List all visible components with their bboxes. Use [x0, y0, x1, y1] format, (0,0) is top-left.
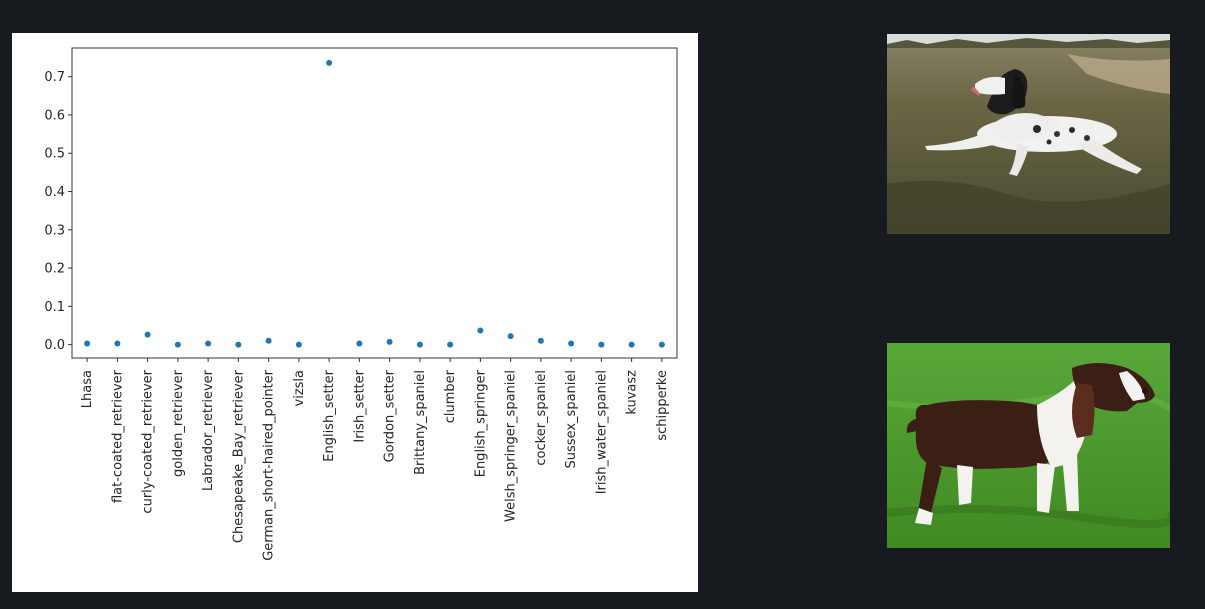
points-layer	[84, 59, 665, 348]
x-tick-label: flat-coated_retriever	[110, 369, 125, 503]
x-tick-label: German_short-haired_pointer	[262, 369, 277, 560]
x-tick-label: Sussex_spaniel	[564, 370, 579, 468]
data-point	[174, 341, 181, 348]
data-point	[235, 341, 242, 348]
data-point	[114, 340, 121, 347]
y-tick-label: 0.2	[44, 262, 65, 277]
y-tick-label: 0.5	[44, 147, 65, 162]
springer-dog-shape	[906, 363, 1155, 525]
data-point	[84, 340, 91, 347]
x-tick-label: cocker_spaniel	[534, 370, 549, 466]
y-tick-label: 0.4	[44, 185, 65, 200]
data-point	[658, 341, 665, 348]
data-point	[416, 341, 423, 348]
x-tick-label: golden_retriever	[171, 369, 186, 477]
data-point	[295, 341, 302, 348]
y-tick-label: 0.7	[44, 70, 65, 85]
x-tick-label: Brittany_spaniel	[413, 370, 428, 475]
x-tick-label: Lhasa	[80, 370, 95, 408]
setter-dog-shape	[925, 69, 1142, 176]
english-setter-photo	[887, 34, 1170, 234]
y-tick-label: 0.6	[44, 108, 65, 123]
y-tick-label: 0.3	[44, 223, 65, 238]
x-tick-label: English_setter	[322, 369, 337, 461]
x-tick-label: Irish_setter	[352, 369, 367, 442]
x-axis-ticks: Lhasa flat-coated_retriever curly-coated_r…	[80, 358, 670, 561]
y-tick-label: 0.1	[44, 300, 65, 315]
chart-panel: 0.0 0.1 0.2 0.3 0.4 0.5 0.6 0.7 Lhasa flat-coate…	[12, 33, 698, 592]
data-point	[386, 338, 393, 345]
x-tick-label: Chesapeake_Bay_retriever	[231, 369, 246, 543]
data-point	[265, 337, 272, 344]
data-point	[537, 337, 544, 344]
data-point	[598, 341, 605, 348]
x-tick-label: Irish_water_spaniel	[594, 370, 609, 494]
x-tick-label: Gordon_setter	[383, 369, 398, 462]
y-axis-ticks: 0.0 0.1 0.2 0.3 0.4 0.5 0.6 0.7	[44, 70, 72, 353]
x-tick-label: curly-coated_retriever	[141, 369, 156, 513]
data-point	[507, 333, 514, 340]
data-point	[477, 327, 484, 334]
y-tick-label: 0.0	[44, 338, 65, 353]
x-tick-label: English_springer	[473, 369, 488, 477]
data-point	[447, 341, 454, 348]
x-tick-label: clumber	[443, 369, 458, 423]
data-point	[144, 331, 151, 338]
data-point	[628, 341, 635, 348]
scatter-chart: 0.0 0.1 0.2 0.3 0.4 0.5 0.6 0.7 Lhasa flat-coate…	[44, 47, 678, 561]
x-tick-label: kuvasz	[625, 370, 640, 415]
x-tick-label: vizsla	[292, 370, 307, 406]
x-tick-label: Labrador_retriever	[201, 369, 216, 491]
data-point	[205, 340, 212, 347]
data-point	[568, 340, 575, 347]
data-point	[326, 59, 333, 66]
x-tick-label: schipperke	[655, 370, 670, 441]
plot-frame	[71, 47, 678, 359]
english-springer-spaniel-photo	[887, 343, 1170, 548]
data-point	[356, 340, 363, 347]
x-tick-label: Welsh_springer_spaniel	[504, 370, 519, 522]
